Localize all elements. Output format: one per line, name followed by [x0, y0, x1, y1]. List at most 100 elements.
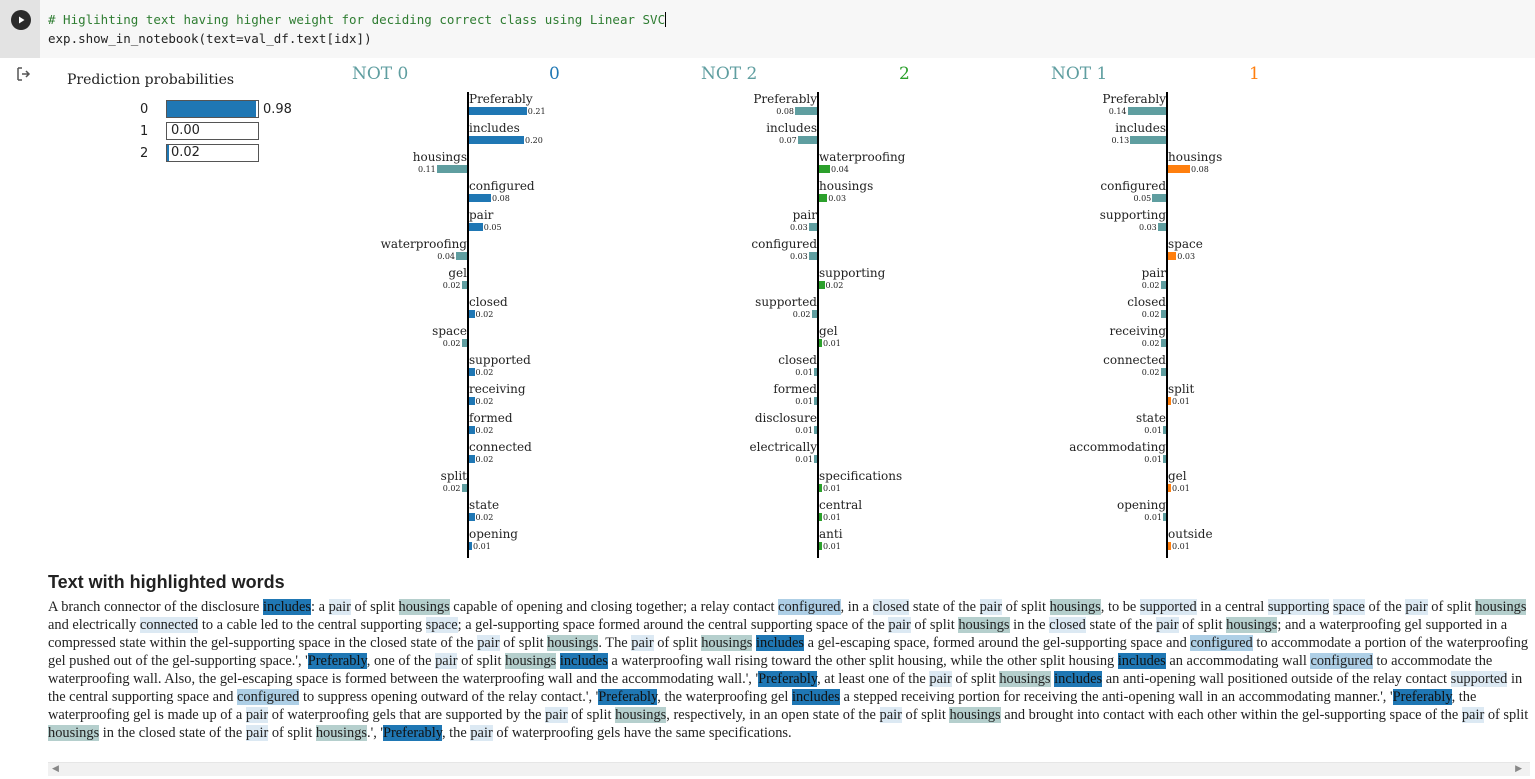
- feature-weight-value: 0.08: [492, 194, 510, 203]
- feature-word: Preferably: [469, 92, 533, 106]
- feature-weight-value: 0.02: [476, 426, 494, 435]
- feature-word: opening: [1117, 498, 1166, 512]
- feature-word: space: [1168, 237, 1203, 251]
- feature-weight-value: 0.02: [476, 513, 494, 522]
- scroll-right-icon[interactable]: ▶: [1515, 764, 1522, 774]
- feature-word: configured: [469, 179, 535, 193]
- feature-weight-bar: [462, 484, 468, 492]
- feature-weight-bar: [1158, 223, 1166, 231]
- feature-weight-bar: [456, 252, 467, 260]
- feature-weight-value: 0.01: [823, 339, 841, 348]
- feature-weight-value: 0.02: [1142, 368, 1160, 377]
- feature-weight-value: 0.03: [1139, 223, 1157, 232]
- feature-weight-value: 0.01: [1144, 513, 1162, 522]
- feature-word: split: [441, 469, 467, 483]
- feature-weight-value: 0.08: [1191, 165, 1209, 174]
- probability-row: 20.02: [140, 144, 259, 162]
- feature-word: outside: [1168, 527, 1213, 541]
- feature-word: formed: [773, 382, 817, 396]
- scroll-left-icon[interactable]: ◀: [52, 764, 59, 774]
- feature-weight-bar: [1161, 310, 1167, 318]
- feature-weight-bar: [437, 165, 467, 173]
- class-header: 2: [899, 64, 910, 84]
- feature-word: pair: [793, 208, 817, 222]
- feature-weight-value: 0.02: [826, 281, 844, 290]
- feature-weight-bar: [469, 223, 483, 231]
- code-comment: # Higlihting text having higher weight f…: [48, 12, 665, 27]
- feature-weight-bar: [1168, 165, 1190, 173]
- feature-weight-bar: [819, 281, 825, 289]
- feature-weight-value: 0.07: [779, 136, 797, 145]
- not-class-header: NOT 0: [352, 64, 408, 84]
- feature-weight-bar: [1163, 513, 1166, 521]
- feature-weight-bar: [469, 397, 475, 405]
- feature-weight-value: 0.03: [790, 252, 808, 261]
- feature-word: central: [819, 498, 862, 512]
- probability-class-label: 2: [140, 146, 166, 161]
- feature-weight-value: 0.01: [795, 397, 813, 406]
- feature-weight-value: 0.02: [476, 455, 494, 464]
- feature-word: supported: [755, 295, 817, 309]
- feature-weight-bar: [1130, 136, 1166, 144]
- run-cell-button[interactable]: [11, 10, 31, 30]
- feature-word: state: [1136, 411, 1166, 425]
- feature-weight-bar: [469, 513, 475, 521]
- class-header: 0: [549, 64, 560, 84]
- feature-word: closed: [1127, 295, 1166, 309]
- feature-weight-value: 0.01: [1172, 484, 1190, 493]
- feature-weight-bar: [469, 136, 524, 144]
- feature-weight-value: 0.01: [1144, 426, 1162, 435]
- feature-weight-bar: [819, 194, 827, 202]
- feature-weight-bar: [469, 455, 475, 463]
- probability-bar: [166, 100, 259, 118]
- probability-class-label: 1: [140, 124, 166, 139]
- feature-word: waterproofing: [381, 237, 467, 251]
- feature-weight-bar: [819, 339, 822, 347]
- prediction-probabilities-title: Prediction probabilities: [67, 72, 234, 88]
- feature-word: waterproofing: [819, 150, 905, 164]
- feature-weight-value: 0.11: [418, 165, 436, 174]
- text-cursor: [665, 12, 666, 27]
- feature-word: split: [1168, 382, 1194, 396]
- highlighted-text-title: Text with highlighted words: [48, 572, 285, 593]
- feature-weight-bar: [469, 194, 491, 202]
- feature-weight-value: 0.03: [1177, 252, 1195, 261]
- feature-weight-value: 0.01: [823, 484, 841, 493]
- feature-weight-bar: [798, 136, 817, 144]
- feature-word: housings: [819, 179, 873, 193]
- feature-word: connected: [469, 440, 532, 454]
- feature-weight-value: 0.02: [476, 397, 494, 406]
- feature-weight-bar: [469, 542, 472, 550]
- feature-weight-value: 0.14: [1109, 107, 1127, 116]
- feature-word: opening: [469, 527, 518, 541]
- feature-axis: [467, 92, 469, 558]
- not-class-header: NOT 2: [701, 64, 757, 84]
- feature-word: gel: [448, 266, 467, 280]
- feature-weight-value: 0.01: [1172, 397, 1190, 406]
- feature-word: configured: [751, 237, 817, 251]
- feature-word: formed: [469, 411, 513, 425]
- feature-weight-bar: [1168, 542, 1171, 550]
- code-editor[interactable]: # Higlihting text having higher weight f…: [48, 10, 666, 48]
- feature-weight-value: 0.04: [831, 165, 849, 174]
- feature-weight-value: 0.02: [443, 484, 461, 493]
- feature-weight-value: 0.01: [823, 542, 841, 551]
- feature-weight-value: 0.21: [528, 107, 546, 116]
- feature-weight-bar: [462, 281, 468, 289]
- horizontal-scrollbar[interactable]: ◀ ▶: [48, 762, 1530, 776]
- feature-word: disclosure: [755, 411, 817, 425]
- feature-word: supporting: [1100, 208, 1166, 222]
- feature-weight-bar: [1128, 107, 1167, 115]
- feature-word: supported: [469, 353, 531, 367]
- output-icon[interactable]: [16, 66, 32, 82]
- feature-weight-bar: [814, 455, 817, 463]
- feature-word: closed: [469, 295, 508, 309]
- feature-weight-bar: [1161, 339, 1167, 347]
- feature-word: Preferably: [753, 92, 817, 106]
- feature-weight-value: 0.02: [443, 281, 461, 290]
- feature-weight-bar: [469, 426, 475, 434]
- feature-weight-value: 0.02: [443, 339, 461, 348]
- feature-weight-value: 0.01: [1144, 455, 1162, 464]
- feature-weight-bar: [462, 339, 468, 347]
- feature-weight-value: 0.03: [790, 223, 808, 232]
